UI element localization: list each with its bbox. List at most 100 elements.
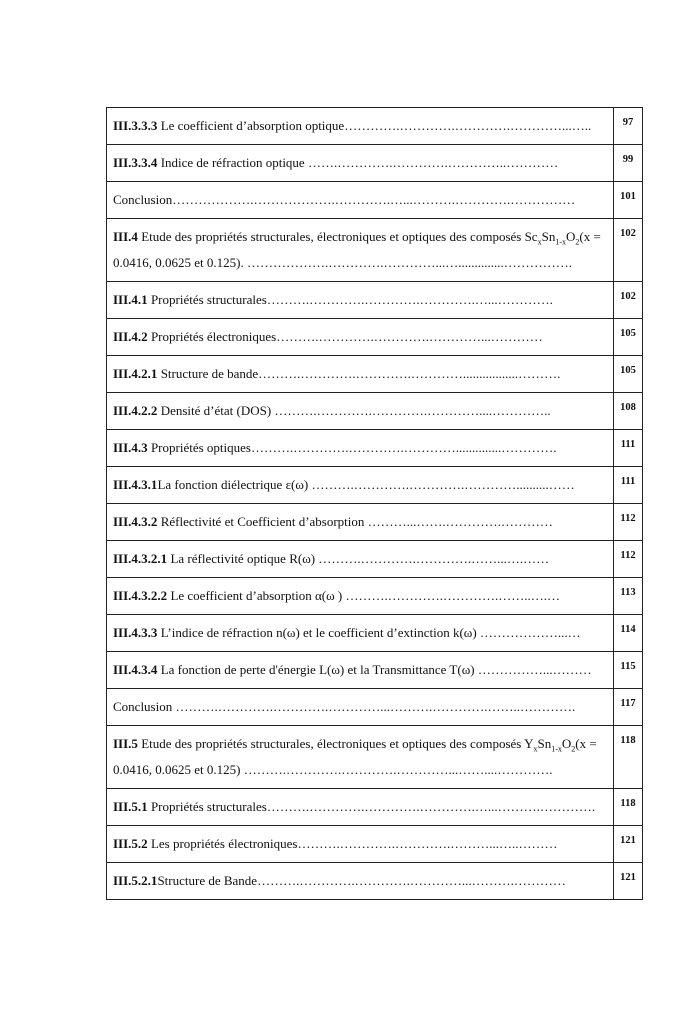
dot-leader: ……….………….………….………….…...……….…………. [266, 799, 596, 814]
toc-row: III.4.2.2 Densité d’état (DOS) ……….………….… [106, 392, 643, 430]
toc-row: III.4.3.3 L’indice de réfraction n(ω) et… [106, 614, 643, 652]
dot-leader: ……….………….………….…………....………….. [274, 403, 551, 418]
page-number: 121 [613, 825, 643, 863]
title-text: Sn [537, 736, 552, 751]
toc-entry-cell: III.4.3.3 L’indice de réfraction n(ω) et… [106, 614, 614, 652]
title-text: O [566, 229, 576, 244]
section-title: Structure de bande [157, 366, 259, 381]
dot-leader: ……….………….………….…………...……….………… [257, 873, 566, 888]
toc-row: Conclusion ……….………….………….…………...……….…………… [106, 688, 643, 726]
page-number: 102 [613, 218, 643, 282]
toc-row: Conclusion……………….……………….………….…...……….………… [106, 181, 643, 219]
toc-row: III.4.3.4 La fonction de perte d'énergie… [106, 651, 643, 689]
section-title: Structure de Bande [157, 873, 258, 888]
dot-leader: ……….………….………….……...….…… [318, 551, 550, 566]
toc-entry-cell: III.3.3.3 Le coefficient d’absorption op… [106, 107, 614, 145]
section-title: Indice de réfraction optique [157, 155, 308, 170]
toc-entry-cell: III.4.2.1 Structure de bande……….………….………… [106, 355, 614, 393]
section-number: III.5.2.1 [113, 873, 158, 888]
toc-entry: III.4.3.2.2 Le coefficient d’absorption … [107, 578, 613, 614]
section-title: La fonction de perte d'énergie L(ω) et l… [157, 662, 478, 677]
title-text: Etude des propriétés structurales, élect… [137, 229, 538, 244]
toc-entry-cell: III.4.3.4 La fonction de perte d'énergie… [106, 651, 614, 689]
toc-row: III.5.2.1Structure de Bande……….………….…………… [106, 862, 643, 900]
section-number: III.4.2 [113, 329, 148, 344]
page-number: 117 [613, 688, 643, 726]
toc-entry: III.4.3.1La fonction diélectrique ε(ω) …… [107, 467, 613, 503]
dot-leader: ………………...… [479, 625, 581, 640]
page-number: 121 [613, 862, 643, 900]
section-title: Propriétés structurales [147, 799, 267, 814]
toc-entry: Conclusion ……….………….………….…………...……….…………… [107, 689, 613, 725]
toc-entry: III.4.3.4 La fonction de perte d'énergie… [107, 652, 613, 688]
title-text: (x = 0.0416, 0.0625 et 0.125) [113, 736, 597, 777]
title-text: (x = 0.0416, 0.0625 et 0.125). [113, 229, 601, 270]
page-number: 112 [613, 503, 643, 541]
section-number: III.3.3.4 [113, 155, 158, 170]
toc-row: III.5.2 Les propriétés électroniques……….… [106, 825, 643, 863]
toc-entry-cell: Conclusion……………….……………….………….…...……….………… [106, 181, 614, 219]
toc-entry-cell: III.4 Etude des propriétés structurales,… [106, 218, 614, 282]
section-number: III.4.2.1 [113, 366, 158, 381]
section-title: Le coefficient d’absorption optique [157, 118, 345, 133]
page-number: 118 [613, 788, 643, 826]
toc-entry: III.4.3.2.1 La réflectivité optique R(ω)… [107, 541, 613, 577]
toc-row: III.5 Etude des propriétés structurales,… [106, 725, 643, 789]
toc-entry-cell: III.5.1 Propriétés structurales……….………….… [106, 788, 614, 826]
title-text: Sn [541, 229, 556, 244]
toc-entry: III.3.3.3 Le coefficient d’absorption op… [107, 108, 613, 144]
page-number: 105 [613, 318, 643, 356]
subscript: x [537, 237, 542, 247]
subscript: 1-x [555, 237, 566, 247]
dot-leader: ……………….………….…………...…..............……………. [246, 255, 572, 270]
dot-leader: ……….………….………….………….................………. [258, 366, 561, 381]
section-title: Propriétés optiques [147, 440, 251, 455]
page-number: 105 [613, 355, 643, 393]
section-number: III.5.2 [113, 836, 148, 851]
section-number: III.4.3.2 [113, 514, 158, 529]
section-number: III.4.2.2 [113, 403, 158, 418]
title-text: O [561, 736, 572, 751]
toc-entry-cell: III.4.3.1La fonction diélectrique ε(ω) …… [106, 466, 614, 504]
section-number: III.4.3.4 [113, 662, 158, 677]
page-number: 97 [613, 107, 643, 145]
dot-leader: ……….………….………….………….…...…………. [266, 292, 553, 307]
toc-entry: III.4.1 Propriétés structurales……….………….… [107, 282, 613, 318]
dot-leader: ……………….……………….………….…...……….………….…………… [172, 192, 576, 207]
section-title: Propriétés électroniques [147, 329, 277, 344]
toc-table: III.3.3.3 Le coefficient d’absorption op… [106, 107, 643, 900]
subscript: 2 [571, 744, 576, 754]
toc-entry-cell: III.4.3.2 Réflectivité et Coefficient d’… [106, 503, 614, 541]
toc-entry-cell: III.4.3.2.2 Le coefficient d’absorption … [106, 577, 614, 615]
dot-leader: ……….………….………….…………...……....…………. [243, 762, 553, 777]
section-title: Conclusion [113, 192, 173, 207]
toc-entry-cell: III.4.1 Propriétés structurales……….………….… [106, 281, 614, 319]
dot-leader: ……….………….………….…………...……….………….……..…………. [175, 699, 576, 714]
section-title: Les propriétés électroniques [147, 836, 298, 851]
toc-row: III.4.3.1La fonction diélectrique ε(ω) …… [106, 466, 643, 504]
section-title: La réflectivité optique R(ω) [167, 551, 319, 566]
subscript: x [533, 744, 538, 754]
section-title: Propriétés structurales [147, 292, 267, 307]
toc-entry: III.5.2.1Structure de Bande……….………….…………… [107, 863, 613, 899]
page-number: 111 [613, 466, 643, 504]
toc-row: III.4.2 Propriétés électroniques……….…………… [106, 318, 643, 356]
toc-entry: III.5.1 Propriétés structurales……….………….… [107, 789, 613, 825]
toc-entry: III.4 Etude des propriétés structurales,… [107, 219, 613, 281]
page-number: 115 [613, 651, 643, 689]
dot-leader: …….………….………….…………..………… [307, 155, 559, 170]
toc-entry: III.5.2 Les propriétés électroniques……….… [107, 826, 613, 862]
page-number: 113 [613, 577, 643, 615]
toc-entry: III.4.2 Propriétés électroniques……….…………… [107, 319, 613, 355]
section-number: III.4.1 [113, 292, 148, 307]
toc-row: III.5.1 Propriétés structurales……….………….… [106, 788, 643, 826]
toc-row: III.4.3.2 Réflectivité et Coefficient d’… [106, 503, 643, 541]
toc-entry-cell: III.4.3 Propriétés optiques……….………….…………… [106, 429, 614, 467]
toc-entry-cell: Conclusion ……….………….………….…………...……….…………… [106, 688, 614, 726]
toc-entry-cell: III.4.2 Propriétés électroniques……….…………… [106, 318, 614, 356]
page-number: 101 [613, 181, 643, 219]
toc-row: III.4.2.1 Structure de bande……….………….………… [106, 355, 643, 393]
toc-entry-cell: III.4.3.2.1 La réflectivité optique R(ω)… [106, 540, 614, 578]
toc-entry: Conclusion……………….……………….………….…...……….………… [107, 182, 613, 218]
toc-entry: III.4.2.1 Structure de bande……….………….………… [107, 356, 613, 392]
